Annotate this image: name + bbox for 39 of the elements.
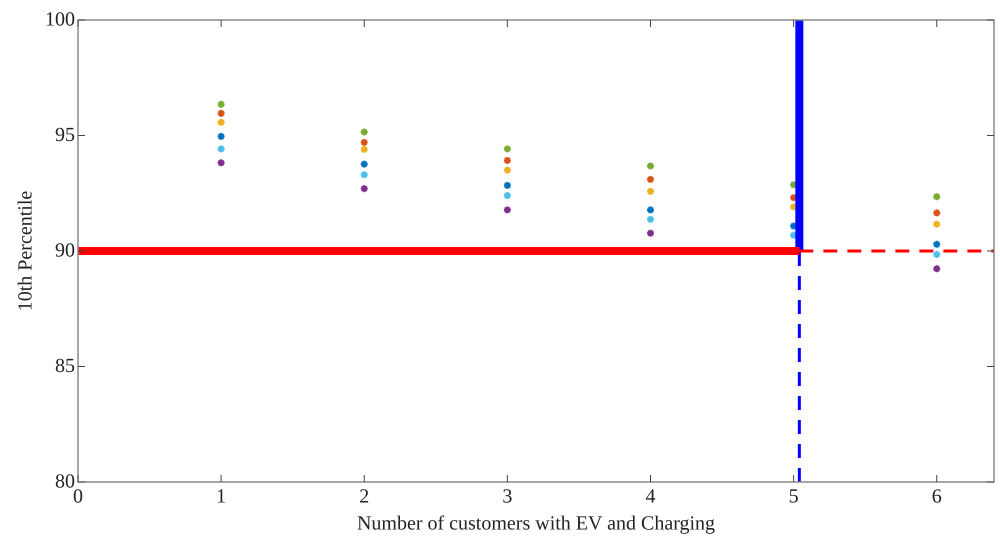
y-tick-label: 85 bbox=[55, 354, 75, 377]
point bbox=[502, 180, 512, 190]
x-tick-label: 4 bbox=[646, 485, 656, 508]
x-tick-label: 3 bbox=[502, 485, 512, 508]
point bbox=[216, 108, 226, 118]
x-tick-label: 0 bbox=[73, 485, 83, 508]
point bbox=[502, 166, 512, 175]
point bbox=[360, 144, 369, 154]
point bbox=[646, 186, 655, 196]
point bbox=[646, 214, 655, 224]
point bbox=[216, 118, 226, 127]
point bbox=[932, 208, 942, 218]
point bbox=[502, 205, 512, 214]
x-tick-label: 1 bbox=[216, 485, 226, 508]
y-axis-title: 10th Percentile bbox=[14, 190, 36, 312]
point bbox=[646, 228, 655, 238]
y-tick-label: 80 bbox=[55, 470, 75, 492]
point bbox=[932, 192, 942, 202]
y-tick-label: 90 bbox=[55, 239, 75, 262]
point bbox=[216, 144, 226, 154]
point bbox=[502, 144, 512, 154]
point bbox=[216, 158, 226, 168]
point bbox=[932, 220, 942, 229]
y-tick-label: 100 bbox=[45, 8, 75, 30]
point bbox=[360, 138, 369, 147]
point bbox=[646, 174, 655, 184]
point bbox=[216, 100, 226, 109]
x-axis-title: Number of customers with EV and Charging bbox=[356, 512, 716, 534]
x-tick-label: 5 bbox=[788, 485, 799, 508]
x-tick-label: 6 bbox=[932, 485, 942, 508]
point bbox=[360, 170, 369, 180]
x-tick-label: 2 bbox=[359, 485, 370, 508]
point bbox=[216, 132, 226, 141]
point bbox=[646, 205, 655, 214]
point bbox=[360, 160, 369, 169]
y-tick-label: 95 bbox=[55, 124, 75, 146]
point bbox=[932, 240, 942, 249]
point bbox=[360, 184, 369, 194]
point bbox=[932, 264, 942, 274]
